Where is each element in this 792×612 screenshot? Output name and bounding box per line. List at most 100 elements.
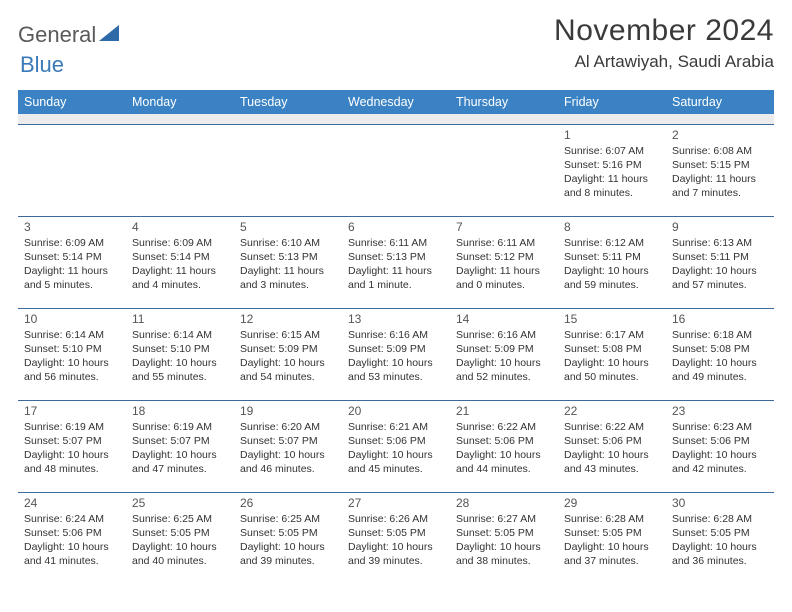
daylight-text: Daylight: 10 hours and 54 minutes. xyxy=(240,356,336,384)
sunrise-text: Sunrise: 6:22 AM xyxy=(456,420,552,434)
sunset-text: Sunset: 5:14 PM xyxy=(24,250,120,264)
day-number: 11 xyxy=(132,311,228,327)
day-cell: 19Sunrise: 6:20 AMSunset: 5:07 PMDayligh… xyxy=(234,400,342,492)
day-number: 20 xyxy=(348,403,444,419)
sunset-text: Sunset: 5:09 PM xyxy=(348,342,444,356)
day-cell: 8Sunrise: 6:12 AMSunset: 5:11 PMDaylight… xyxy=(558,216,666,308)
day-cell: 25Sunrise: 6:25 AMSunset: 5:05 PMDayligh… xyxy=(126,492,234,584)
sunset-text: Sunset: 5:06 PM xyxy=(348,434,444,448)
weekday-header: Friday xyxy=(558,90,666,114)
sunrise-text: Sunrise: 6:09 AM xyxy=(132,236,228,250)
day-number: 7 xyxy=(456,219,552,235)
logo-sail-icon xyxy=(98,22,120,48)
daylight-text: Daylight: 11 hours and 4 minutes. xyxy=(132,264,228,292)
title-location: Al Artawiyah, Saudi Arabia xyxy=(554,52,774,72)
sunrise-text: Sunrise: 6:23 AM xyxy=(672,420,768,434)
daylight-text: Daylight: 11 hours and 8 minutes. xyxy=(564,172,660,200)
daylight-text: Daylight: 10 hours and 50 minutes. xyxy=(564,356,660,384)
day-number: 1 xyxy=(564,127,660,143)
sunset-text: Sunset: 5:11 PM xyxy=(564,250,660,264)
sunrise-text: Sunrise: 6:16 AM xyxy=(348,328,444,342)
sunset-text: Sunset: 5:15 PM xyxy=(672,158,768,172)
weekday-header: Sunday xyxy=(18,90,126,114)
sunrise-text: Sunrise: 6:22 AM xyxy=(564,420,660,434)
day-number: 29 xyxy=(564,495,660,511)
daylight-text: Daylight: 11 hours and 1 minute. xyxy=(348,264,444,292)
sunrise-text: Sunrise: 6:25 AM xyxy=(132,512,228,526)
sunrise-text: Sunrise: 6:24 AM xyxy=(24,512,120,526)
daylight-text: Daylight: 10 hours and 53 minutes. xyxy=(348,356,444,384)
sunset-text: Sunset: 5:12 PM xyxy=(456,250,552,264)
day-cell xyxy=(18,124,126,216)
day-cell: 30Sunrise: 6:28 AMSunset: 5:05 PMDayligh… xyxy=(666,492,774,584)
day-number: 26 xyxy=(240,495,336,511)
sunrise-text: Sunrise: 6:19 AM xyxy=(132,420,228,434)
sunset-text: Sunset: 5:10 PM xyxy=(24,342,120,356)
daylight-text: Daylight: 10 hours and 45 minutes. xyxy=(348,448,444,476)
daylight-text: Daylight: 10 hours and 39 minutes. xyxy=(240,540,336,568)
daylight-text: Daylight: 10 hours and 48 minutes. xyxy=(24,448,120,476)
sunset-text: Sunset: 5:13 PM xyxy=(240,250,336,264)
sunset-text: Sunset: 5:07 PM xyxy=(240,434,336,448)
day-cell: 6Sunrise: 6:11 AMSunset: 5:13 PMDaylight… xyxy=(342,216,450,308)
day-cell: 23Sunrise: 6:23 AMSunset: 5:06 PMDayligh… xyxy=(666,400,774,492)
day-number: 14 xyxy=(456,311,552,327)
sunset-text: Sunset: 5:07 PM xyxy=(24,434,120,448)
daylight-text: Daylight: 10 hours and 55 minutes. xyxy=(132,356,228,384)
daylight-text: Daylight: 10 hours and 47 minutes. xyxy=(132,448,228,476)
day-number: 4 xyxy=(132,219,228,235)
day-cell: 11Sunrise: 6:14 AMSunset: 5:10 PMDayligh… xyxy=(126,308,234,400)
day-cell: 5Sunrise: 6:10 AMSunset: 5:13 PMDaylight… xyxy=(234,216,342,308)
daylight-text: Daylight: 11 hours and 5 minutes. xyxy=(24,264,120,292)
sunrise-text: Sunrise: 6:08 AM xyxy=(672,144,768,158)
daylight-text: Daylight: 10 hours and 57 minutes. xyxy=(672,264,768,292)
sunset-text: Sunset: 5:09 PM xyxy=(240,342,336,356)
sunset-text: Sunset: 5:06 PM xyxy=(564,434,660,448)
sunset-text: Sunset: 5:09 PM xyxy=(456,342,552,356)
daylight-text: Daylight: 10 hours and 49 minutes. xyxy=(672,356,768,384)
daylight-text: Daylight: 11 hours and 0 minutes. xyxy=(456,264,552,292)
sunset-text: Sunset: 5:13 PM xyxy=(348,250,444,264)
day-number: 16 xyxy=(672,311,768,327)
day-cell xyxy=(234,124,342,216)
daylight-text: Daylight: 10 hours and 36 minutes. xyxy=(672,540,768,568)
day-number: 17 xyxy=(24,403,120,419)
sunrise-text: Sunrise: 6:14 AM xyxy=(24,328,120,342)
sunrise-text: Sunrise: 6:07 AM xyxy=(564,144,660,158)
logo-word1: General xyxy=(18,22,96,48)
sunset-text: Sunset: 5:06 PM xyxy=(672,434,768,448)
title-month: November 2024 xyxy=(554,14,774,48)
sunset-text: Sunset: 5:07 PM xyxy=(132,434,228,448)
day-number: 24 xyxy=(24,495,120,511)
sunrise-text: Sunrise: 6:13 AM xyxy=(672,236,768,250)
day-number: 22 xyxy=(564,403,660,419)
sunrise-text: Sunrise: 6:11 AM xyxy=(348,236,444,250)
logo: General xyxy=(18,14,122,48)
day-cell: 24Sunrise: 6:24 AMSunset: 5:06 PMDayligh… xyxy=(18,492,126,584)
day-cell: 17Sunrise: 6:19 AMSunset: 5:07 PMDayligh… xyxy=(18,400,126,492)
day-cell: 9Sunrise: 6:13 AMSunset: 5:11 PMDaylight… xyxy=(666,216,774,308)
weekday-header: Thursday xyxy=(450,90,558,114)
day-cell: 14Sunrise: 6:16 AMSunset: 5:09 PMDayligh… xyxy=(450,308,558,400)
sunset-text: Sunset: 5:16 PM xyxy=(564,158,660,172)
day-number: 27 xyxy=(348,495,444,511)
daylight-text: Daylight: 10 hours and 44 minutes. xyxy=(456,448,552,476)
day-number: 15 xyxy=(564,311,660,327)
spacer-row xyxy=(18,114,774,124)
title-block: November 2024 Al Artawiyah, Saudi Arabia xyxy=(554,14,774,72)
sunrise-text: Sunrise: 6:14 AM xyxy=(132,328,228,342)
calendar-table: SundayMondayTuesdayWednesdayThursdayFrid… xyxy=(18,90,774,584)
sunrise-text: Sunrise: 6:18 AM xyxy=(672,328,768,342)
sunrise-text: Sunrise: 6:19 AM xyxy=(24,420,120,434)
day-number: 3 xyxy=(24,219,120,235)
daylight-text: Daylight: 10 hours and 59 minutes. xyxy=(564,264,660,292)
day-cell: 29Sunrise: 6:28 AMSunset: 5:05 PMDayligh… xyxy=(558,492,666,584)
sunset-text: Sunset: 5:06 PM xyxy=(456,434,552,448)
sunset-text: Sunset: 5:05 PM xyxy=(672,526,768,540)
day-number: 30 xyxy=(672,495,768,511)
day-number: 28 xyxy=(456,495,552,511)
day-cell xyxy=(450,124,558,216)
sunrise-text: Sunrise: 6:11 AM xyxy=(456,236,552,250)
daylight-text: Daylight: 10 hours and 56 minutes. xyxy=(24,356,120,384)
day-number: 23 xyxy=(672,403,768,419)
